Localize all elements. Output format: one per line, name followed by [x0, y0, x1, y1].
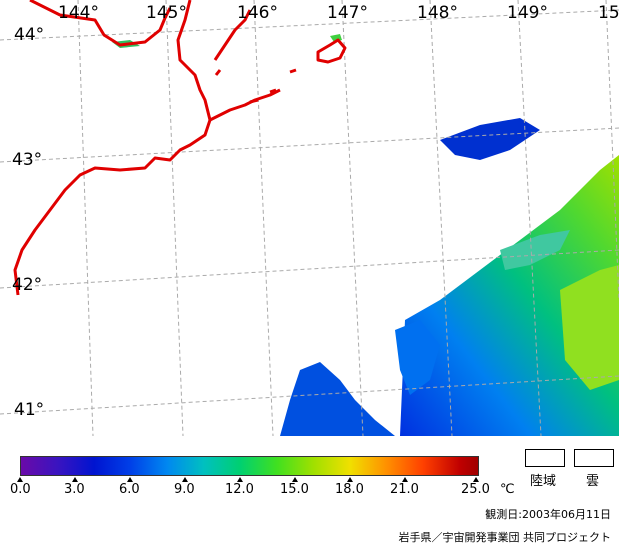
- sst-field: [112, 34, 619, 436]
- lon-label-149: 149°: [507, 3, 548, 23]
- colorbar-tick-label: 18.0: [335, 482, 364, 497]
- colorbar-tick-label: 15.0: [280, 482, 309, 497]
- cloud-legend-label: 雲: [586, 474, 600, 489]
- colorbar-tick-label: 6.0: [119, 482, 140, 497]
- colorbar-tick: [473, 477, 479, 482]
- lat-label-42: 42°: [12, 275, 43, 295]
- coastline: [13, 0, 347, 296]
- lon-label-145: 145°: [146, 3, 187, 23]
- sst-map: [0, 0, 619, 436]
- colorbar-tick: [292, 477, 298, 482]
- land-legend-label: 陸域: [530, 474, 557, 489]
- colorbar-tick: [127, 477, 133, 482]
- colorbar-tick: [237, 477, 243, 482]
- colorbar-tick: [402, 477, 408, 482]
- observation-date: 観測日:2003年06月11日: [485, 508, 611, 521]
- colorbar-unit: ℃: [500, 482, 515, 497]
- colorbar-tick: [347, 477, 353, 482]
- lat-label-43: 43°: [12, 150, 43, 170]
- lon-label-150: 15: [598, 3, 619, 23]
- colorbar-tick-label: 25.0: [461, 482, 490, 497]
- lon-label-144: 144°: [58, 3, 99, 23]
- colorbar-tick: [182, 477, 188, 482]
- sst-colorbar: [20, 456, 479, 476]
- land-legend-swatch: [525, 449, 565, 467]
- colorbar-tick-label: 21.0: [390, 482, 419, 497]
- colorbar-tick-label: 9.0: [174, 482, 195, 497]
- colorbar-tick: [17, 477, 23, 482]
- colorbar-tick-label: 12.0: [225, 482, 254, 497]
- lon-label-148: 148°: [417, 3, 458, 23]
- lat-label-41: 41°: [14, 400, 45, 420]
- cloud-legend-swatch: [574, 449, 614, 467]
- colorbar-tick-label: 3.0: [64, 482, 85, 497]
- credit-text: 岩手県／宇宙開発事業団 共同プロジェクト: [398, 531, 612, 544]
- lon-label-146: 146°: [237, 3, 278, 23]
- colorbar-tick-label: 0.0: [10, 482, 31, 497]
- lat-label-44: 44°: [14, 25, 45, 45]
- graticule: [0, 0, 619, 436]
- colorbar-tick: [72, 477, 78, 482]
- lon-label-147: 147°: [327, 3, 368, 23]
